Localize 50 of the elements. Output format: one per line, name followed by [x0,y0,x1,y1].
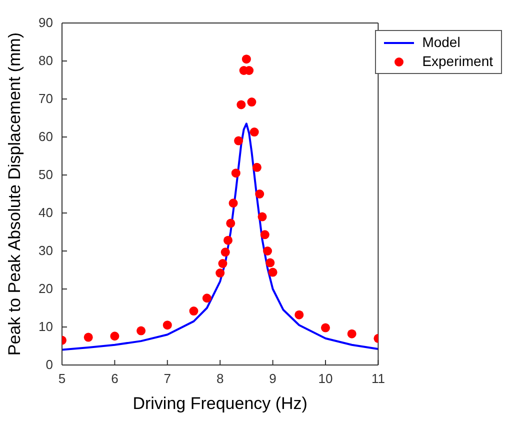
y-tick-label: 20 [38,281,53,296]
point [252,162,262,172]
x-axis-title: Driving Frequency (Hz) [132,394,308,413]
point [255,190,264,198]
x-tick-label: 8 [216,371,224,386]
point [231,168,240,178]
x-tick-label: 10 [318,371,333,386]
x-tick-label: 5 [58,371,66,386]
point [202,294,212,303]
x-tick-label: 6 [111,371,118,386]
y-tick-label: 70 [38,91,53,106]
point [347,329,356,338]
point [218,259,228,268]
legend-label: Model [422,33,460,52]
y-axis-title: Peak to Peak Absolute Displacement (mm) [5,32,24,356]
x-tick-label: 7 [164,371,172,386]
point [266,258,275,268]
point [250,128,259,137]
point [236,100,246,110]
legend-label: Experiment [422,52,493,71]
x-tick-label: 9 [269,371,276,386]
point [320,323,330,332]
point [110,332,120,341]
y-tick-label: 50 [38,167,53,182]
point [228,198,238,208]
point [263,246,272,256]
point [258,212,267,222]
point [268,268,278,277]
line-series [62,122,378,351]
y-tick-label: 10 [38,319,53,334]
point [247,98,256,107]
point [216,268,225,278]
point [226,218,236,228]
point [84,332,93,342]
y-tick-label: 90 [38,15,53,30]
y-tick-label: 0 [46,357,53,372]
point [224,236,232,245]
point [189,306,198,316]
y-tick-label: 80 [38,53,53,68]
point [234,136,244,146]
point [260,230,270,240]
point [162,320,172,330]
x-tick-label: 11 [371,371,385,386]
point [136,326,146,336]
point [242,54,251,64]
point [220,248,230,257]
y-tick-label: 30 [38,243,53,258]
y-tick-label: 40 [38,205,53,220]
y-tick-label: 60 [38,129,53,144]
point [294,310,304,320]
